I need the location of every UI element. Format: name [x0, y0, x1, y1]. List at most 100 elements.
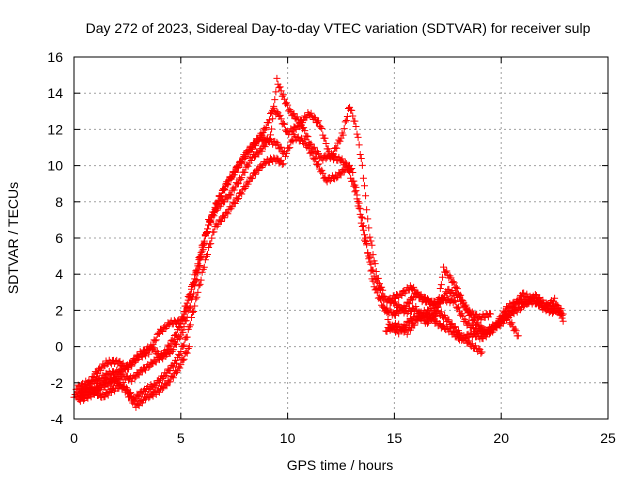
data-point-marker: [414, 289, 422, 297]
data-point-marker: [383, 308, 391, 316]
data-point-marker: [252, 170, 260, 178]
data-point-marker: [165, 321, 173, 329]
data-point-marker: [438, 273, 446, 281]
data-point-marker: [365, 224, 373, 232]
series-satellite-track-6: [386, 282, 565, 337]
data-point-marker: [123, 388, 131, 396]
data-point-marker: [262, 124, 270, 131]
data-point-marker: [357, 219, 365, 227]
data-point-marker: [349, 177, 357, 185]
data-point-marker: [182, 317, 190, 325]
data-point-marker: [267, 131, 275, 139]
data-point-marker: [122, 386, 130, 394]
data-point-marker: [310, 143, 318, 151]
data-point-marker: [375, 280, 383, 288]
data-point-marker: [258, 147, 266, 155]
data-point-marker: [233, 180, 241, 188]
data-point-marker: [179, 342, 187, 350]
data-point-marker: [206, 217, 214, 225]
data-point-marker: [242, 153, 250, 161]
data-point-marker: [234, 179, 242, 187]
data-point-marker: [452, 283, 460, 291]
data-point-marker: [357, 155, 365, 163]
data-point-marker: [199, 245, 207, 253]
data-point-marker: [176, 364, 184, 372]
data-point-marker: [233, 162, 241, 170]
data-point-marker: [353, 130, 361, 138]
data-point-marker: [207, 216, 215, 224]
data-point-marker: [159, 374, 167, 382]
data-point-marker: [328, 152, 336, 160]
data-point-marker: [265, 116, 273, 124]
data-point-marker: [341, 158, 349, 166]
data-point-marker: [272, 88, 280, 96]
data-point-marker: [511, 325, 519, 333]
data-point-marker: [475, 325, 483, 333]
data-point-marker: [173, 369, 181, 377]
data-point-marker: [278, 160, 286, 168]
data-point-marker: [374, 274, 382, 282]
data-point-marker: [362, 192, 370, 200]
data-point-marker: [359, 174, 367, 182]
data-point-marker: [355, 204, 363, 212]
data-point-marker: [360, 236, 368, 244]
data-point-marker: [553, 308, 561, 316]
data-point-marker: [352, 123, 360, 131]
data-point-marker: [344, 166, 352, 174]
data-point-marker: [447, 321, 455, 329]
data-point-marker: [445, 285, 453, 293]
data-point-marker: [333, 144, 341, 152]
data-point-marker: [448, 320, 456, 328]
data-point-marker: [453, 331, 461, 339]
data-point-marker: [353, 195, 361, 203]
data-point-marker: [182, 348, 190, 356]
data-point-marker: [241, 168, 249, 176]
data-point-marker: [244, 180, 252, 188]
data-point-marker: [194, 288, 202, 296]
data-point-marker: [189, 308, 197, 316]
data-point-marker: [231, 199, 239, 207]
data-point-marker: [474, 319, 482, 327]
data-point-marker: [250, 153, 258, 161]
data-point-marker: [537, 298, 545, 306]
data-point-marker: [366, 233, 374, 241]
data-point-marker: [447, 274, 455, 282]
data-point-marker: [277, 143, 285, 151]
x-tick-label: 25: [600, 430, 616, 446]
data-point-marker: [551, 294, 559, 302]
data-point-marker: [321, 134, 329, 142]
data-point-marker: [107, 389, 115, 397]
data-point-marker: [358, 161, 366, 169]
data-point-marker: [435, 320, 443, 328]
data-point-marker: [289, 127, 297, 135]
data-point-marker: [168, 336, 176, 344]
data-point-marker: [355, 141, 363, 149]
data-point-marker: [469, 317, 477, 325]
data-point-marker: [382, 307, 390, 315]
data-point-marker: [338, 155, 346, 163]
data-point-marker: [159, 328, 167, 336]
data-point-marker: [333, 174, 341, 182]
data-point-marker: [352, 187, 360, 195]
data-point-marker: [191, 302, 199, 310]
data-point-marker: [500, 309, 508, 317]
data-point-marker: [197, 254, 205, 262]
data-point-marker: [426, 311, 434, 319]
data-point-marker: [97, 366, 105, 374]
data-point-marker: [358, 214, 366, 222]
data-point-marker: [196, 255, 204, 263]
data-point-marker: [314, 118, 322, 126]
data-point-marker: [131, 357, 139, 365]
data-point-marker: [183, 333, 191, 341]
data-point-marker: [234, 194, 242, 202]
x-tick-label: 5: [177, 430, 185, 446]
data-point-marker: [192, 295, 200, 303]
data-point-marker: [273, 74, 281, 82]
data-point-marker: [187, 285, 195, 293]
data-point-marker: [198, 268, 206, 276]
data-point-marker: [210, 228, 218, 236]
data-point-marker: [512, 327, 520, 335]
data-point-marker: [190, 290, 198, 298]
data-point-marker: [207, 240, 215, 248]
